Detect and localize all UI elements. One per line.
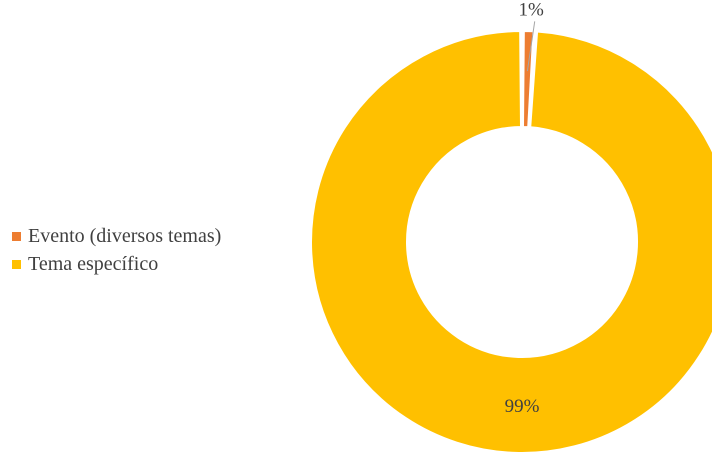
data-labels: 1% 99% bbox=[505, 0, 544, 417]
legend-label-2: Tema específico bbox=[28, 252, 159, 275]
donut-slice-2 bbox=[310, 29, 712, 454]
legend-item-1: Evento (diversos temas) bbox=[12, 222, 221, 250]
donut-slice-1 bbox=[521, 29, 535, 129]
chart-legend: Evento (diversos temas) Tema específico bbox=[12, 222, 221, 278]
leader-lines bbox=[526, 21, 536, 72]
legend-swatch-1 bbox=[12, 231, 21, 241]
legend-item-2: Tema específico bbox=[12, 250, 221, 278]
legend-label-1: Evento (diversos temas) bbox=[28, 224, 222, 247]
data-label-2: 99% bbox=[505, 396, 540, 417]
leader-line-1 bbox=[526, 21, 536, 72]
data-label-1: 1% bbox=[519, 0, 545, 20]
legend-swatch-2 bbox=[12, 259, 21, 269]
donut-slices bbox=[310, 29, 712, 454]
